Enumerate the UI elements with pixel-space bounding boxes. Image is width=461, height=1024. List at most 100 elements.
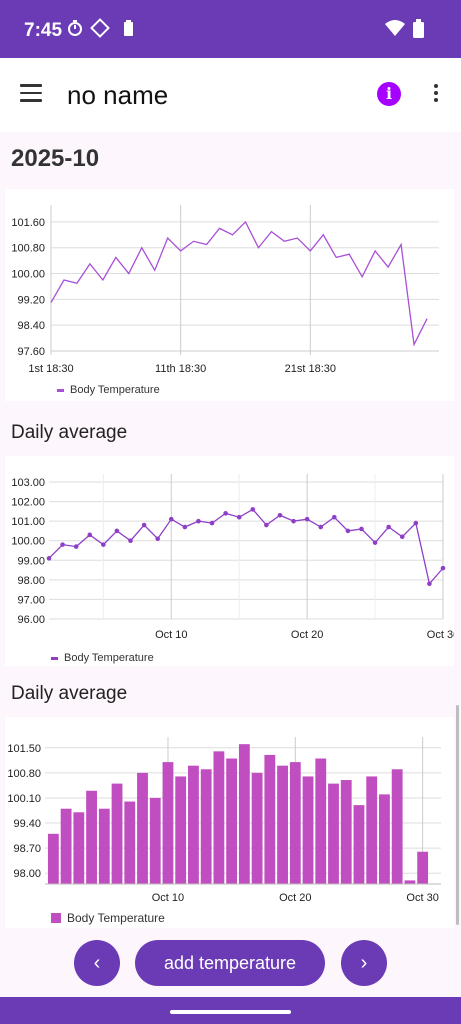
- bar: [175, 776, 187, 884]
- data-point: [291, 518, 296, 524]
- home-handle[interactable]: [170, 1010, 291, 1014]
- y-tick-label: 100.00: [11, 269, 45, 281]
- bar: [149, 797, 161, 884]
- x-tick-label: Oct 20: [279, 892, 311, 904]
- bar: [366, 776, 378, 884]
- data-point: [318, 524, 324, 530]
- bar: [47, 833, 59, 884]
- data-point: [60, 542, 65, 547]
- chart-legend: Body Temperature: [51, 911, 165, 925]
- more-options-icon[interactable]: [428, 82, 444, 106]
- y-tick-label: 100.00: [11, 536, 45, 548]
- previous-month-button[interactable]: ‹: [74, 940, 120, 986]
- status-bar: 7:45: [0, 0, 461, 58]
- data-point: [304, 516, 310, 522]
- x-tick-label: 1st 18:30: [28, 363, 73, 375]
- y-tick-label: 101.60: [11, 217, 45, 229]
- y-tick-label: 100.10: [7, 793, 41, 805]
- y-tick-label: 102.00: [11, 497, 45, 509]
- data-point: [264, 522, 269, 528]
- app-bar: no name i: [0, 58, 461, 132]
- x-tick-label: Oct 10: [155, 629, 187, 641]
- bar: [86, 790, 97, 884]
- y-tick-label: 99.00: [17, 555, 45, 567]
- x-tick-label: 21st 18:30: [285, 363, 336, 375]
- bar: [277, 765, 288, 884]
- data-point: [155, 536, 160, 542]
- bar: [213, 751, 225, 884]
- data-point: [101, 542, 106, 547]
- data-point: [277, 512, 283, 518]
- y-tick-label: 101.50: [7, 743, 41, 755]
- data-point: [427, 581, 432, 587]
- status-icons: [66, 18, 136, 43]
- bar: [188, 765, 199, 884]
- series-line: [48, 508, 444, 586]
- y-tick-label: 98.40: [17, 320, 45, 332]
- data-point: [87, 532, 93, 538]
- data-point: [46, 556, 52, 561]
- menu-icon[interactable]: [20, 84, 42, 104]
- daily-average-title-1: Daily average: [11, 422, 128, 443]
- data-point: [345, 528, 351, 534]
- data-point: [372, 540, 378, 545]
- data-point: [114, 528, 120, 534]
- status-right-icons: [383, 18, 431, 45]
- bar: [404, 880, 416, 884]
- daily-average-line-chart: 103.00 102.00 101.00 100.00 99.00 98.00 97.00 9…: [5, 456, 454, 666]
- bar: [353, 805, 365, 884]
- bar: [251, 772, 263, 884]
- info-icon[interactable]: i: [377, 82, 401, 106]
- x-tick-label: 11th 18:30: [155, 363, 206, 375]
- x-tick-label: Oct 20: [291, 629, 323, 641]
- data-point: [413, 520, 419, 526]
- bar: [328, 783, 339, 884]
- x-tick-label: Oct 30: [406, 892, 438, 904]
- bar: [98, 808, 110, 884]
- data-point: [141, 522, 147, 528]
- y-tick-label: 97.60: [17, 346, 45, 358]
- data-point: [440, 565, 446, 571]
- scrollbar[interactable]: [456, 705, 459, 925]
- next-month-button[interactable]: ›: [341, 940, 387, 986]
- bar: [111, 783, 123, 884]
- data-point: [209, 520, 215, 526]
- bar: [137, 772, 148, 884]
- x-tick-label: Oct 30: [427, 629, 454, 641]
- legend-label: Body Temperature: [64, 652, 154, 664]
- data-point: [73, 544, 79, 549]
- series-line: [50, 220, 428, 347]
- bar: [226, 758, 238, 884]
- chart-legend: Body Temperature: [57, 384, 160, 396]
- legend-label: Body Temperature: [67, 911, 165, 925]
- data-point: [182, 524, 188, 530]
- data-point: [332, 514, 337, 520]
- timer-icon: [68, 20, 82, 36]
- data-point: [168, 516, 174, 522]
- add-temperature-button[interactable]: add temperature: [135, 940, 325, 986]
- chart-legend: Body Temperature: [51, 652, 154, 664]
- bar: [200, 769, 212, 884]
- x-tick-label: Oct 10: [152, 892, 184, 904]
- bottom-action-bar: ‹ add temperature ›: [0, 928, 461, 998]
- data-point: [250, 507, 256, 512]
- diamond-icon: [90, 18, 110, 38]
- app-title: no name: [67, 80, 169, 110]
- y-tick-label: 98.70: [13, 843, 41, 855]
- bar: [289, 762, 301, 884]
- bar: [340, 780, 352, 884]
- bar: [60, 808, 72, 884]
- daily-average-title-2: Daily average: [11, 683, 128, 704]
- wifi-icon: [385, 20, 405, 36]
- battery-saver-icon: [124, 20, 133, 36]
- y-tick-label: 96.00: [17, 614, 45, 626]
- y-tick-label: 98.00: [17, 575, 45, 587]
- month-title: 2025-10: [11, 145, 100, 172]
- bar: [73, 812, 85, 884]
- y-tick-label: 101.00: [11, 516, 45, 528]
- data-point: [399, 534, 405, 540]
- temperature-line-chart: 101.60 100.80 100.00 99.20 98.40 97.60 1st 18:…: [5, 189, 454, 401]
- bar: [238, 744, 250, 884]
- y-tick-label: 100.80: [7, 768, 41, 780]
- y-tick-label: 99.20: [17, 294, 45, 306]
